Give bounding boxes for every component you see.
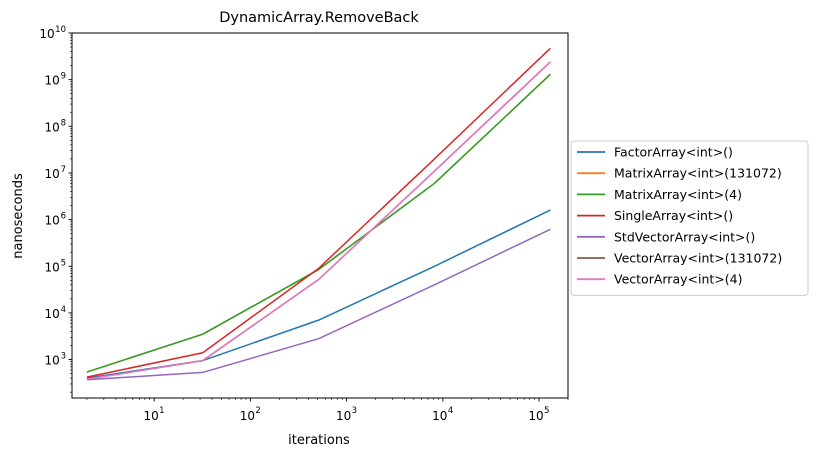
y-tick-label-exponent: 4 <box>61 305 66 315</box>
legend-box <box>570 140 809 296</box>
y-tick-label: 10 <box>45 354 60 368</box>
x-axis: 10 1 10 2 10 3 10 4 10 5 <box>86 398 569 423</box>
y-tick-label: 10 <box>45 120 60 134</box>
series-line <box>86 47 551 378</box>
x-tick-label: 10 <box>240 409 255 423</box>
x-tick-label-exponent: 1 <box>159 406 164 416</box>
x-tick-label: 10 <box>336 409 351 423</box>
x-axis-label: iterations <box>288 433 350 448</box>
y-tick-label-exponent: 6 <box>61 212 66 222</box>
y-tick-label: 10 <box>45 167 60 181</box>
x-tick-label: 10 <box>144 409 159 423</box>
series-line <box>86 73 551 373</box>
y-tick-label: 10 <box>45 74 60 88</box>
chart-title: DynamicArray.RemoveBack <box>219 10 419 26</box>
legend-label: VectorArray<int>(131072) <box>614 251 782 266</box>
y-tick-label-exponent: 5 <box>61 258 66 268</box>
series-line <box>86 61 551 380</box>
series-line <box>86 61 551 380</box>
x-tick-label-exponent: 4 <box>448 406 453 416</box>
legend: FactorArray<int>() MatrixArray<int>(13107… <box>570 140 809 296</box>
series-line <box>86 209 551 379</box>
x-tick-label: 10 <box>528 409 543 423</box>
x-tick-label-exponent: 2 <box>255 406 260 416</box>
y-axis-label: nanoseconds <box>11 173 26 259</box>
plot-frame <box>71 32 569 399</box>
y-tick-label-exponent: 9 <box>61 72 66 82</box>
y-tick-label-exponent: 8 <box>61 118 66 128</box>
series-line <box>86 73 551 373</box>
y-tick-label: 10 <box>45 307 60 321</box>
legend-label: VectorArray<int>(4) <box>614 272 742 287</box>
y-tick-label-exponent: 3 <box>61 352 66 362</box>
y-tick-label: 10 <box>45 260 60 274</box>
y-tick-label: 10 <box>39 27 54 41</box>
y-tick-label-exponent: 7 <box>61 165 66 175</box>
series-line <box>86 228 551 381</box>
plot-area <box>86 47 551 381</box>
legend-label: SingleArray<int>() <box>614 208 733 223</box>
y-tick-label: 10 <box>45 214 60 228</box>
legend-label: StdVectorArray<int>() <box>614 229 755 244</box>
y-tick-label-exponent: 10 <box>55 25 66 35</box>
legend-label: MatrixArray<int>(4) <box>614 187 742 202</box>
x-tick-label-exponent: 3 <box>352 406 357 416</box>
x-tick-label-exponent: 5 <box>544 406 549 416</box>
x-tick-label: 10 <box>432 409 447 423</box>
legend-label: FactorArray<int>() <box>614 145 733 160</box>
legend-label: MatrixArray<int>(131072) <box>614 166 782 181</box>
